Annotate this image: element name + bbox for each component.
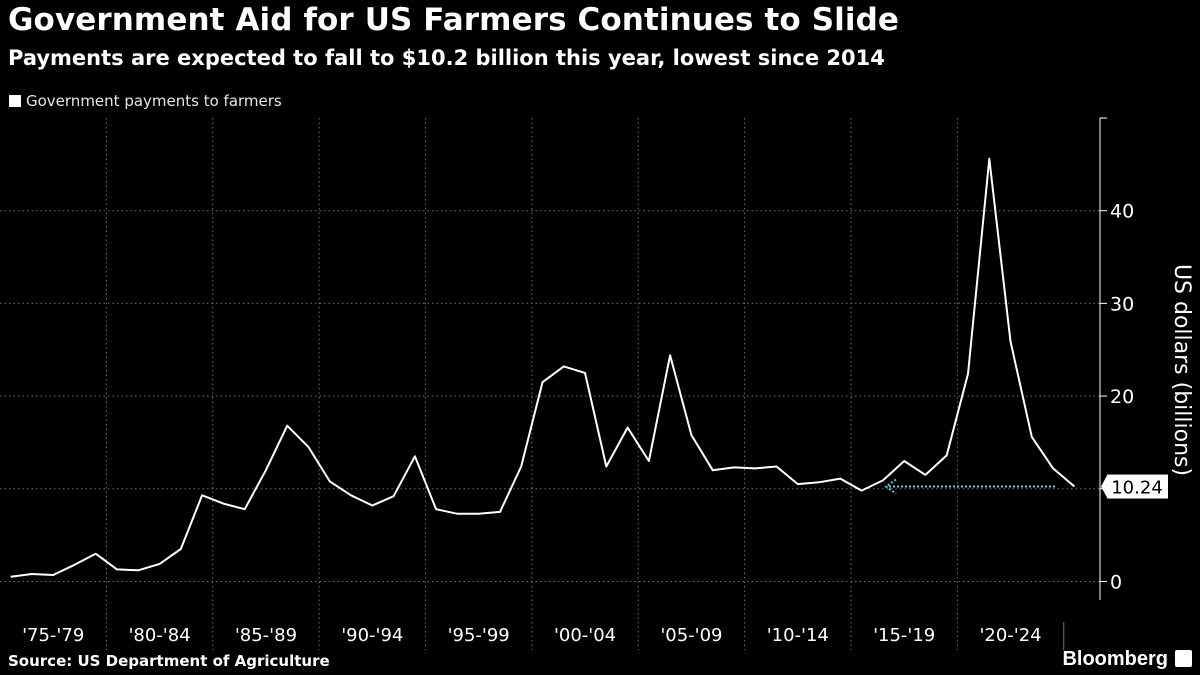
x-tick-label: '95-'99 [448,625,510,646]
x-tick-label: '85-'89 [235,625,297,646]
y-tick-label: 40 [1110,201,1134,223]
x-tick-label: '80-'84 [128,625,190,646]
annotation-arrowhead [884,478,897,495]
y-tick-label: 0 [1110,571,1122,593]
series-line [10,157,1076,578]
x-tick-label: '10-'14 [767,625,829,646]
y-tick-label: 30 [1110,293,1134,315]
legend-swatch [9,95,21,107]
chart-legend: Government payments to farmers [9,92,282,110]
y-axis-label: US dollars (billions) [1169,264,1194,476]
value-label-pointer [1101,475,1107,498]
value-label-box [1107,474,1168,499]
chart-subtitle: Payments are expected to fall to $10.2 b… [8,46,885,70]
x-tick-label: '20-'24 [979,625,1041,646]
legend-label: Government payments to farmers [26,92,282,110]
bloomberg-logo: Bloomberg [1062,648,1168,670]
source-note: Source: US Department of Agriculture [8,652,330,670]
x-tick-label: '00-'04 [554,625,616,646]
y-tick-label: 20 [1110,386,1134,408]
chart-title: Government Aid for US Farmers Continues … [8,2,899,38]
bloomberg-mark-icon [1175,650,1192,667]
x-tick-label: '75-'79 [22,625,84,646]
x-tick-label: '90-'94 [341,625,403,646]
x-tick-label: '15-'19 [873,625,935,646]
x-tick-label: '05-'09 [660,625,722,646]
value-label: 10.24 [1111,478,1163,499]
